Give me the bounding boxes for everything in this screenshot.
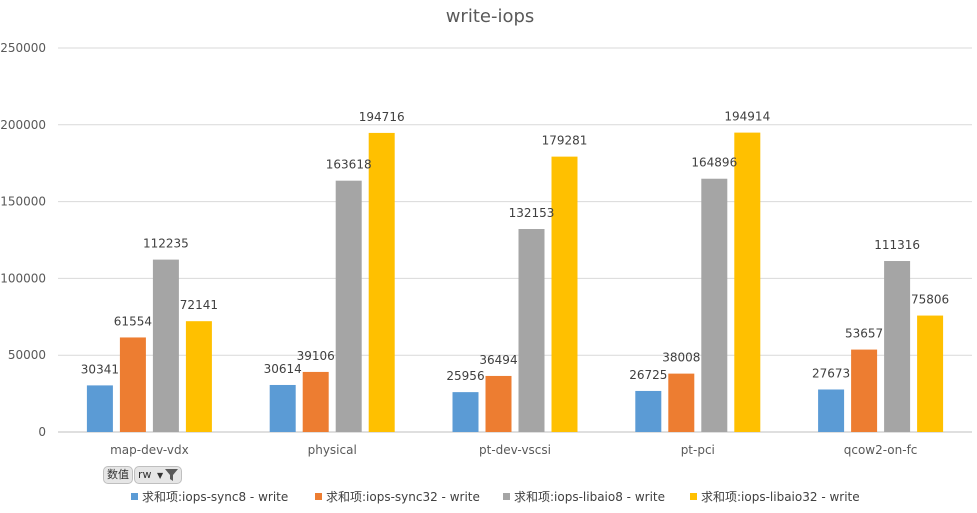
x-tick-label: map-dev-vdx bbox=[110, 443, 189, 457]
bar bbox=[86, 385, 113, 432]
data-label: 27673 bbox=[812, 366, 850, 380]
rw-filter-label: rw bbox=[138, 468, 152, 481]
y-tick-label: 100000 bbox=[0, 271, 46, 285]
bar bbox=[917, 315, 944, 432]
bar bbox=[269, 384, 296, 432]
data-label: 163618 bbox=[326, 158, 372, 172]
bar bbox=[485, 375, 512, 432]
bar bbox=[668, 373, 695, 432]
bar bbox=[818, 389, 845, 432]
data-label: 75806 bbox=[911, 293, 949, 307]
data-label: 194716 bbox=[359, 110, 405, 124]
bar bbox=[302, 371, 329, 432]
rw-filter-button[interactable]: rw ▼ bbox=[134, 466, 182, 484]
legend: 求和项:iops-sync8 - write 求和项:iops-sync32 - … bbox=[0, 489, 977, 505]
data-label: 72141 bbox=[180, 298, 218, 312]
bar bbox=[119, 337, 146, 432]
y-tick-label: 150000 bbox=[0, 195, 46, 209]
bar bbox=[851, 349, 878, 432]
legend-swatch bbox=[131, 493, 138, 500]
bar bbox=[335, 180, 362, 432]
data-label: 112235 bbox=[143, 237, 189, 251]
data-label: 194914 bbox=[724, 110, 770, 124]
bar bbox=[518, 229, 545, 432]
legend-swatch bbox=[503, 493, 510, 500]
value-field-button[interactable]: 数值 bbox=[103, 466, 133, 484]
data-label: 53657 bbox=[845, 327, 883, 341]
data-label: 132153 bbox=[509, 206, 555, 220]
data-label: 111316 bbox=[874, 238, 920, 252]
data-label: 26725 bbox=[629, 368, 667, 382]
legend-label: 求和项:iops-sync32 - write bbox=[326, 490, 480, 504]
data-label: 164896 bbox=[691, 156, 737, 170]
data-label: 36494 bbox=[479, 353, 517, 367]
data-label: 179281 bbox=[542, 134, 588, 148]
y-tick-label: 250000 bbox=[0, 41, 46, 55]
data-label: 61554 bbox=[114, 314, 152, 328]
y-axis: 0 50000 100000 150000 200000 250000 bbox=[0, 41, 46, 439]
bar bbox=[734, 132, 761, 432]
filter-icon bbox=[165, 469, 178, 481]
dropdown-arrow-icon: ▼ bbox=[157, 471, 164, 480]
y-tick-label: 0 bbox=[38, 425, 46, 439]
y-tick-label: 200000 bbox=[0, 118, 46, 132]
legend-swatch bbox=[315, 493, 322, 500]
legend-label: 求和项:iops-libaio32 - write bbox=[701, 490, 860, 504]
legend-label: 求和项:iops-sync8 - write bbox=[142, 490, 289, 504]
bar bbox=[701, 178, 728, 432]
legend-label: 求和项:iops-libaio8 - write bbox=[514, 490, 665, 504]
x-tick-label: pt-pci bbox=[681, 443, 715, 457]
data-label: 39106 bbox=[297, 349, 335, 363]
data-label: 30614 bbox=[264, 362, 302, 376]
bar bbox=[884, 261, 911, 432]
bar bbox=[185, 321, 212, 432]
x-tick-label: physical bbox=[308, 443, 357, 457]
bars bbox=[86, 132, 944, 432]
legend-swatch bbox=[690, 493, 697, 500]
bar bbox=[452, 392, 479, 432]
chart-title: write-iops bbox=[446, 6, 535, 27]
data-label: 25956 bbox=[446, 369, 484, 383]
bar bbox=[635, 390, 662, 432]
bar bbox=[368, 132, 395, 432]
x-axis: map-dev-vdx physical pt-dev-vscsi pt-pci qco… bbox=[110, 443, 917, 457]
x-tick-label: pt-dev-vscsi bbox=[479, 443, 551, 457]
data-label: 30341 bbox=[81, 362, 119, 376]
bar bbox=[152, 259, 179, 432]
bar bbox=[551, 156, 578, 432]
data-label: 38008 bbox=[662, 351, 700, 365]
y-tick-label: 50000 bbox=[8, 348, 46, 362]
x-tick-label: qcow2-on-fc bbox=[844, 443, 918, 457]
